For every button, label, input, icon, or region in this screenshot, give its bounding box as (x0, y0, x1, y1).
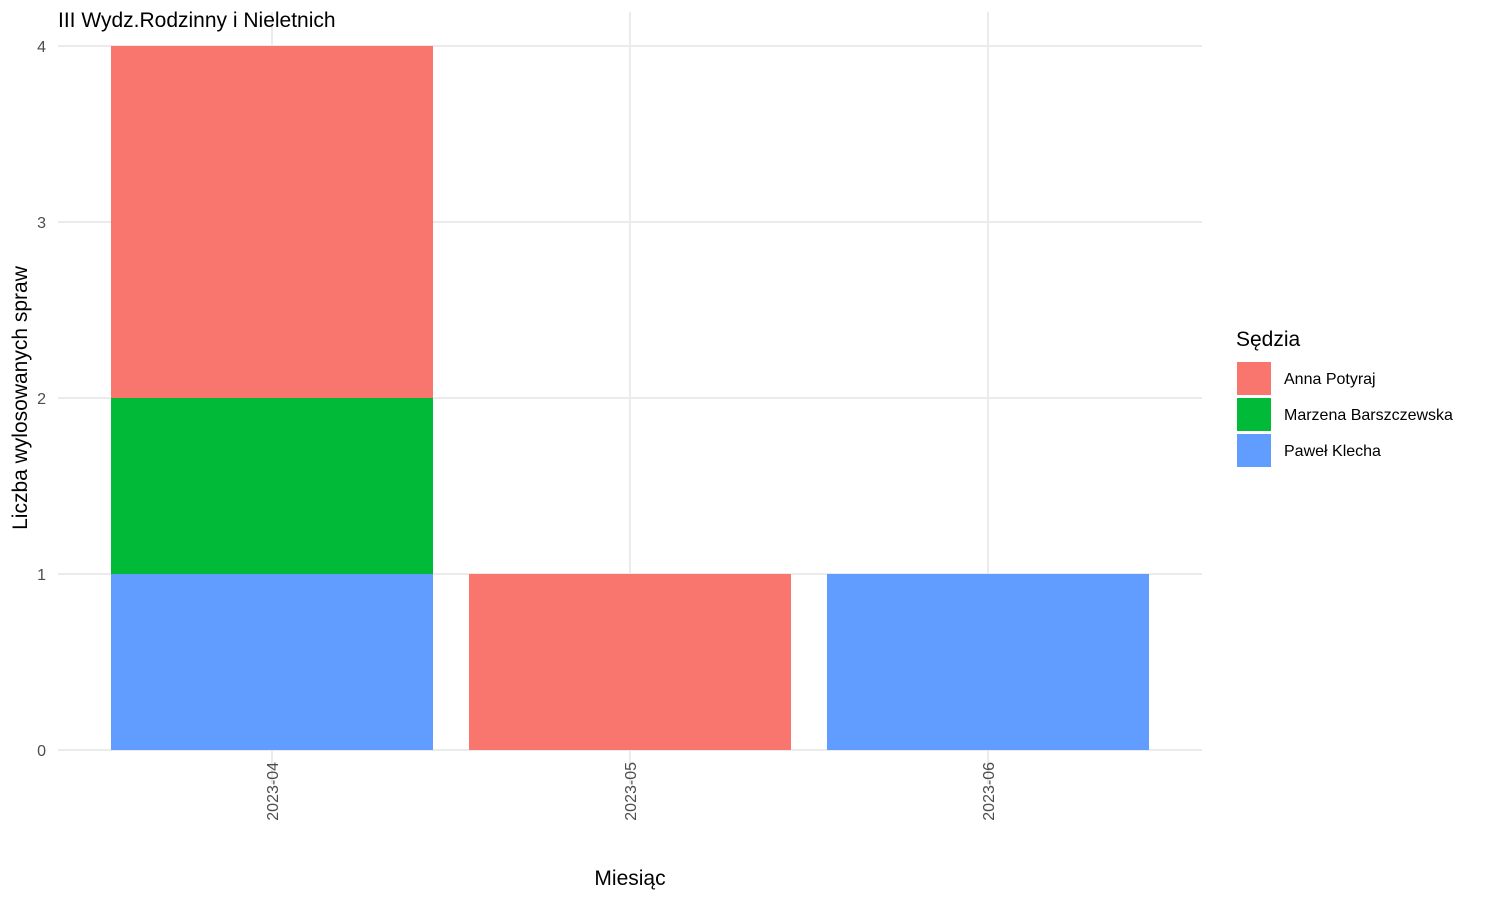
bar-segment (469, 574, 791, 750)
y-axis-ticks: 0 1 2 3 4 (37, 39, 46, 760)
legend-items: Anna Potyraj Marzena Barszczewska Paweł Kl… (1237, 362, 1453, 467)
y-tick-label: 2 (37, 391, 46, 408)
legend-swatch (1237, 398, 1271, 431)
y-tick-label: 4 (37, 39, 46, 56)
bars-layer (111, 46, 1149, 750)
bar-segment (111, 574, 433, 750)
legend: Sędzia Anna Potyraj Marzena Barszczewska P… (1236, 328, 1453, 467)
x-axis-title: Miesiąc (594, 867, 665, 890)
legend-swatch (1237, 362, 1271, 395)
x-tick-label: 2023-06 (981, 762, 998, 821)
bar-segment (111, 398, 433, 574)
legend-swatch (1237, 434, 1271, 467)
x-axis-ticks: 2023-04 2023-05 2023-06 (265, 762, 998, 821)
legend-title: Sędzia (1236, 328, 1301, 351)
legend-label: Anna Potyraj (1284, 371, 1376, 388)
y-axis-title: Liczba wylosowanych spraw (9, 265, 32, 530)
x-tick-label: 2023-04 (265, 762, 282, 821)
y-tick-label: 1 (37, 567, 46, 584)
legend-label: Marzena Barszczewska (1284, 407, 1453, 424)
chart-title: III Wydz.Rodzinny i Nieletnich (58, 9, 336, 32)
bar-segment (111, 46, 433, 398)
x-tick-label: 2023-05 (623, 762, 640, 821)
y-tick-label: 0 (37, 743, 46, 760)
bar-segment (827, 574, 1149, 750)
y-tick-label: 3 (37, 215, 46, 232)
legend-label: Paweł Klecha (1284, 443, 1381, 460)
